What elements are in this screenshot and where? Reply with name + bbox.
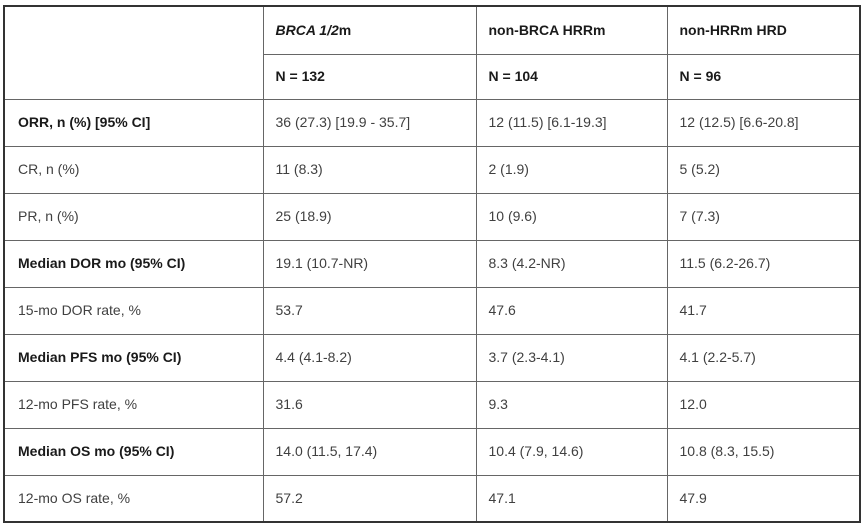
table-body: ORR, n (%) [95% CI] 36 (27.3) [19.9 - 35.… (3, 98, 861, 523)
value-cell: 12 (11.5) [6.1-19.3] (475, 98, 668, 147)
value-cell: 47.6 (475, 286, 668, 335)
row-label-cell: Median OS mo (95% CI) (3, 427, 264, 476)
clinical-results-table: BRCA 1/2m non-BRCA HRRm non-HRRm HRD N = 1… (3, 5, 861, 523)
value-cell: 14.0 (11.5, 17.4) (262, 427, 477, 476)
value-cell: 2 (1.9) (475, 145, 668, 194)
value-cell: 31.6 (262, 380, 477, 429)
value-cell: 25 (18.9) (262, 192, 477, 241)
column-group-header: non-HRRm HRD (666, 5, 861, 55)
value-cell: 12 (12.5) [6.6-20.8] (666, 98, 861, 147)
table-row: PR, n (%) 25 (18.9) 10 (9.6) 7 (7.3) (3, 192, 861, 241)
value-cell: 10.8 (8.3, 15.5) (666, 427, 861, 476)
value-cell: 8.3 (4.2-NR) (475, 239, 668, 288)
value-cell: 36 (27.3) [19.9 - 35.7] (262, 98, 477, 147)
value-cell: 12.0 (666, 380, 861, 429)
row-label-cell: 12-mo PFS rate, % (3, 380, 264, 429)
table-row: Median DOR mo (95% CI) 19.1 (10.7-NR) 8.3 … (3, 239, 861, 288)
value-cell: 57.2 (262, 474, 477, 523)
value-cell: 4.4 (4.1-8.2) (262, 333, 477, 382)
sample-size-header: N = 96 (666, 53, 861, 100)
value-cell: 9.3 (475, 380, 668, 429)
row-label-cell: ORR, n (%) [95% CI] (3, 98, 264, 147)
value-cell: 3.7 (2.3-4.1) (475, 333, 668, 382)
table-row: 12-mo OS rate, % 57.2 47.1 47.9 (3, 474, 861, 523)
corner-cell (3, 5, 264, 100)
sample-size-header: N = 104 (475, 53, 668, 100)
row-label-cell: 15-mo DOR rate, % (3, 286, 264, 335)
row-label-cell: CR, n (%) (3, 145, 264, 194)
header-text: non-HRRm HRD (679, 21, 787, 38)
table-row: 12-mo PFS rate, % 31.6 9.3 12.0 (3, 380, 861, 429)
header-text: m (338, 21, 352, 38)
value-cell: 11.5 (6.2-26.7) (666, 239, 861, 288)
sample-size-header-row: N = 132 N = 104 N = 96 (4, 53, 861, 100)
value-cell: 53.7 (262, 286, 477, 335)
value-cell: 41.7 (666, 286, 861, 335)
column-group-header: BRCA 1/2m (262, 5, 477, 55)
table-row: ORR, n (%) [95% CI] 36 (27.3) [19.9 - 35.… (3, 98, 861, 147)
table-header: BRCA 1/2m non-BRCA HRRm non-HRRm HRD N = 1… (3, 5, 861, 100)
value-cell: 11 (8.3) (262, 145, 477, 194)
table-row: Median PFS mo (95% CI) 4.4 (4.1-8.2) 3.7 (… (3, 333, 861, 382)
table-row: CR, n (%) 11 (8.3) 2 (1.9) 5 (5.2) (3, 145, 861, 194)
row-label-cell: 12-mo OS rate, % (3, 474, 264, 523)
value-cell: 10.4 (7.9, 14.6) (475, 427, 668, 476)
table-row: 15-mo DOR rate, % 53.7 47.6 41.7 (3, 286, 861, 335)
row-label-cell: Median DOR mo (95% CI) (3, 239, 264, 288)
gene-name-italic: BRCA 1/2 (275, 21, 339, 38)
value-cell: 4.1 (2.2-5.7) (666, 333, 861, 382)
value-cell: 47.1 (475, 474, 668, 523)
value-cell: 19.1 (10.7-NR) (262, 239, 477, 288)
column-group-header: non-BRCA HRRm (475, 5, 668, 55)
value-cell: 7 (7.3) (666, 192, 861, 241)
row-label-cell: Median PFS mo (95% CI) (3, 333, 264, 382)
sample-size-header: N = 132 (262, 53, 477, 100)
header-text: non-BRCA HRRm (488, 21, 606, 38)
value-cell: 5 (5.2) (666, 145, 861, 194)
row-label-cell: PR, n (%) (3, 192, 264, 241)
cohort-header-row: BRCA 1/2m non-BRCA HRRm non-HRRm HRD (3, 5, 861, 100)
results-table-container: BRCA 1/2m non-BRCA HRRm non-HRRm HRD N = 1… (3, 5, 861, 523)
value-cell: 47.9 (666, 474, 861, 523)
value-cell: 10 (9.6) (475, 192, 668, 241)
table-row: Median OS mo (95% CI) 14.0 (11.5, 17.4) 10… (3, 427, 861, 476)
